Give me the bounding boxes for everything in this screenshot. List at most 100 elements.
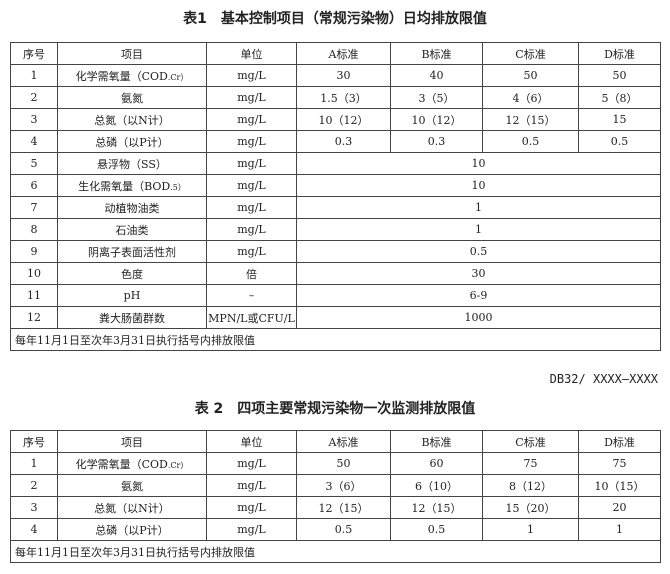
item-label: pH — [123, 289, 141, 302]
header-row: 序号 项目 单位 A标准 B标准 C标准 D标准 — [10, 430, 661, 453]
limit-value: 12（15） — [390, 496, 483, 519]
column-header: A标准 — [296, 430, 391, 453]
table-row: 11 pH –6-9 — [10, 284, 661, 307]
limit-value: 1 — [578, 518, 661, 541]
limit-value: 0.5 — [578, 130, 661, 153]
item-label: 生化需氧量（BOD — [78, 179, 171, 193]
row-number: 4 — [10, 130, 58, 153]
column-header: 项目 — [57, 42, 207, 65]
item-name: 动植物油类 — [57, 196, 207, 219]
limit-value-all: 6-9 — [296, 284, 661, 307]
limit-value-all: 1000 — [296, 306, 661, 329]
header-row: 序号 项目 单位 A标准 B标准 C标准 D标准 — [10, 42, 661, 65]
table-row: 4 总磷（以P计） mg/L 0.5 0.5 1 1 — [10, 518, 661, 541]
limit-value-all: 0.5 — [296, 240, 661, 263]
column-header: B标准 — [390, 42, 483, 65]
row-number: 3 — [10, 108, 58, 131]
item-name: 总磷（以P计） — [57, 518, 207, 541]
limit-value: 1.5（3） — [296, 86, 391, 109]
item-name: 石油类 — [57, 218, 207, 241]
row-number: 7 — [10, 196, 58, 219]
item-label: 化学需氧量（COD — [75, 69, 168, 83]
item-subscript: .Cr） — [167, 72, 189, 82]
row-number: 8 — [10, 218, 58, 241]
unit: mg/L — [206, 64, 297, 87]
limit-value: 60 — [390, 452, 483, 475]
row-number: 1 — [10, 452, 58, 475]
item-label: 悬浮物（SS） — [97, 157, 167, 171]
limit-value-all: 1 — [296, 218, 661, 241]
column-header: 序号 — [10, 42, 58, 65]
column-header: C标准 — [482, 42, 579, 65]
limit-value: 0.5 — [390, 518, 483, 541]
column-header: 项目 — [57, 430, 207, 453]
row-number: 9 — [10, 240, 58, 263]
column-header: 单位 — [206, 430, 297, 453]
item-name: pH — [57, 284, 207, 307]
item-name: 氨氮 — [57, 474, 207, 497]
table-row: 2 氨氮 mg/L 3（6） 6（10） 8（12） 10（15） — [10, 474, 661, 497]
item-label: 粪大肠菌群数 — [99, 311, 165, 325]
column-header: D标准 — [578, 430, 661, 453]
row-number: 4 — [10, 518, 58, 541]
item-name: 色度 — [57, 262, 207, 285]
table-note: 每年11月1日至次年3月31日执行括号内排放限值 — [10, 328, 661, 351]
limit-value: 8（12） — [482, 474, 579, 497]
table-row: 5 悬浮物（SS） mg/L 10 — [10, 152, 661, 175]
item-label: 化学需氧量（COD — [75, 457, 168, 471]
limit-value: 3（6） — [296, 474, 391, 497]
limit-value: 4（6） — [482, 86, 579, 109]
limit-value: 50 — [482, 64, 579, 87]
unit: mg/L — [206, 86, 297, 109]
column-header: C标准 — [482, 430, 579, 453]
limit-value: 15（20） — [482, 496, 579, 519]
table2: 序号 项目 单位 A标准 B标准 C标准 D标准 1 化学需氧量（COD.Cr） mg/L 50 60… — [10, 430, 661, 563]
table-row: 8 石油类 mg/L 1 — [10, 218, 661, 241]
item-name: 总氮（以N计） — [57, 108, 207, 131]
item-name: 总磷（以P计） — [57, 130, 207, 153]
item-subscript: .Cr） — [167, 460, 189, 470]
item-label: 阴离子表面活性剂 — [88, 245, 176, 259]
item-name: 氨氮 — [57, 86, 207, 109]
item-name: 总氮（以N计） — [57, 496, 207, 519]
limit-value: 0.3 — [390, 130, 483, 153]
row-number: 1 — [10, 64, 58, 87]
item-name: 化学需氧量（COD.Cr） — [57, 452, 207, 475]
limit-value: 0.3 — [296, 130, 391, 153]
item-name: 化学需氧量（COD.Cr） — [57, 64, 207, 87]
limit-value-all: 30 — [296, 262, 661, 285]
item-label: 氨氮 — [121, 479, 143, 493]
table-row: 1 化学需氧量（COD.Cr） mg/L 30 40 50 50 — [10, 64, 661, 87]
table1-title: 表1 基本控制项目（常规污染物）日均排放限值 — [183, 11, 487, 27]
unit: mg/L — [206, 218, 297, 241]
item-label: 总氮（以N计） — [94, 501, 170, 515]
item-label: 总氮（以N计） — [94, 113, 170, 127]
item-label: 总磷（以P计） — [95, 135, 169, 149]
limit-value-all: 1 — [296, 196, 661, 219]
limit-value: 50 — [296, 452, 391, 475]
column-header: A标准 — [296, 42, 391, 65]
limit-value: 10（12） — [390, 108, 483, 131]
column-header: D标准 — [578, 42, 661, 65]
unit: mg/L — [206, 130, 297, 153]
row-number: 3 — [10, 496, 58, 519]
table-row: 3 总氮（以N计） mg/L 12（15） 12（15） 15（20） 20 — [10, 496, 661, 519]
table-row: 10 色度 倍 30 — [10, 262, 661, 285]
limit-value: 1 — [482, 518, 579, 541]
table-note: 每年11月1日至次年3月31日执行括号内排放限值 — [10, 540, 661, 563]
table2-title: 表 2 四项主要常规污染物一次监测排放限值 — [194, 401, 476, 417]
unit: mg/L — [206, 152, 297, 175]
row-number: 5 — [10, 152, 58, 175]
unit: 倍 — [206, 262, 297, 285]
table-row: 2 氨氮 mg/L 1.5（3） 3（5） 4（6） 5（8） — [10, 86, 661, 109]
unit: MPN/L或CFU/L — [206, 306, 297, 329]
item-subscript: .5） — [170, 182, 186, 192]
limit-value: 0.5 — [296, 518, 391, 541]
limit-value: 0.5 — [482, 130, 579, 153]
limit-value: 12（15） — [482, 108, 579, 131]
table-row: 1 化学需氧量（COD.Cr） mg/L 50 60 75 75 — [10, 452, 661, 475]
limit-value: 12（15） — [296, 496, 391, 519]
limit-value: 5（8） — [578, 86, 661, 109]
item-label: 动植物油类 — [104, 201, 160, 215]
column-header: 单位 — [206, 42, 297, 65]
